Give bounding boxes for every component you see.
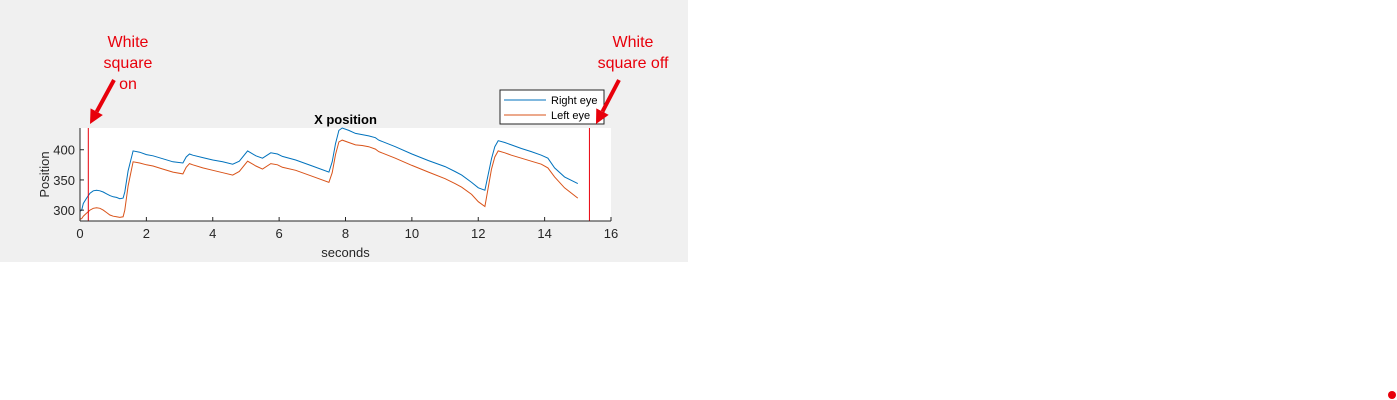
white-square-on-callout: White square on — [103, 34, 153, 93]
x-tick-label-12: 12 — [471, 226, 485, 241]
axes-layer: 0 2 4 6 8 10 12 14 16 300 350 400 — [53, 128, 618, 241]
arrow-white-square-off-shaft — [600, 79, 621, 113]
x-tick-label-2: 2 — [143, 226, 150, 241]
event-layer — [87, 128, 590, 221]
arrow-white-square-on — [90, 79, 116, 124]
legend: Right eye Left eye — [499, 89, 605, 125]
plot-area — [80, 128, 611, 221]
chart-title: X position — [314, 112, 377, 127]
y-axis-label: Position — [37, 151, 52, 197]
x-tick-label-10: 10 — [405, 226, 419, 241]
x-tick-label-6: 6 — [276, 226, 283, 241]
x-tick-label-4: 4 — [209, 226, 216, 241]
series-line-right-eye — [79, 127, 579, 212]
legend-label-right-eye: Right eye — [551, 95, 597, 107]
x-tick-label-16: 16 — [604, 226, 618, 241]
x-tick-label-0: 0 — [76, 226, 83, 241]
x-position-chart: 0 2 4 6 8 10 12 14 16 300 350 400 X position second… — [37, 79, 621, 260]
arrow-white-square-on-shaft — [94, 79, 116, 113]
x-tick-label-14: 14 — [537, 226, 551, 241]
y-tick-label-300: 300 — [53, 203, 75, 218]
slide-marker-dot — [1388, 391, 1396, 399]
x-axis-label: seconds — [321, 245, 370, 260]
legend-label-left-eye: Left eye — [551, 110, 590, 122]
arrow-white-square-off-head — [596, 108, 609, 124]
series-line-left-eye — [79, 139, 579, 220]
y-tick-label-400: 400 — [53, 143, 75, 158]
arrow-white-square-off — [596, 79, 621, 124]
series-layer — [79, 127, 579, 220]
arrow-layer — [90, 79, 621, 124]
x-tick-label-8: 8 — [342, 226, 349, 241]
y-tick-label-350: 350 — [53, 173, 75, 188]
white-square-off-callout: White square off — [597, 34, 669, 72]
arrow-white-square-on-head — [90, 108, 103, 124]
